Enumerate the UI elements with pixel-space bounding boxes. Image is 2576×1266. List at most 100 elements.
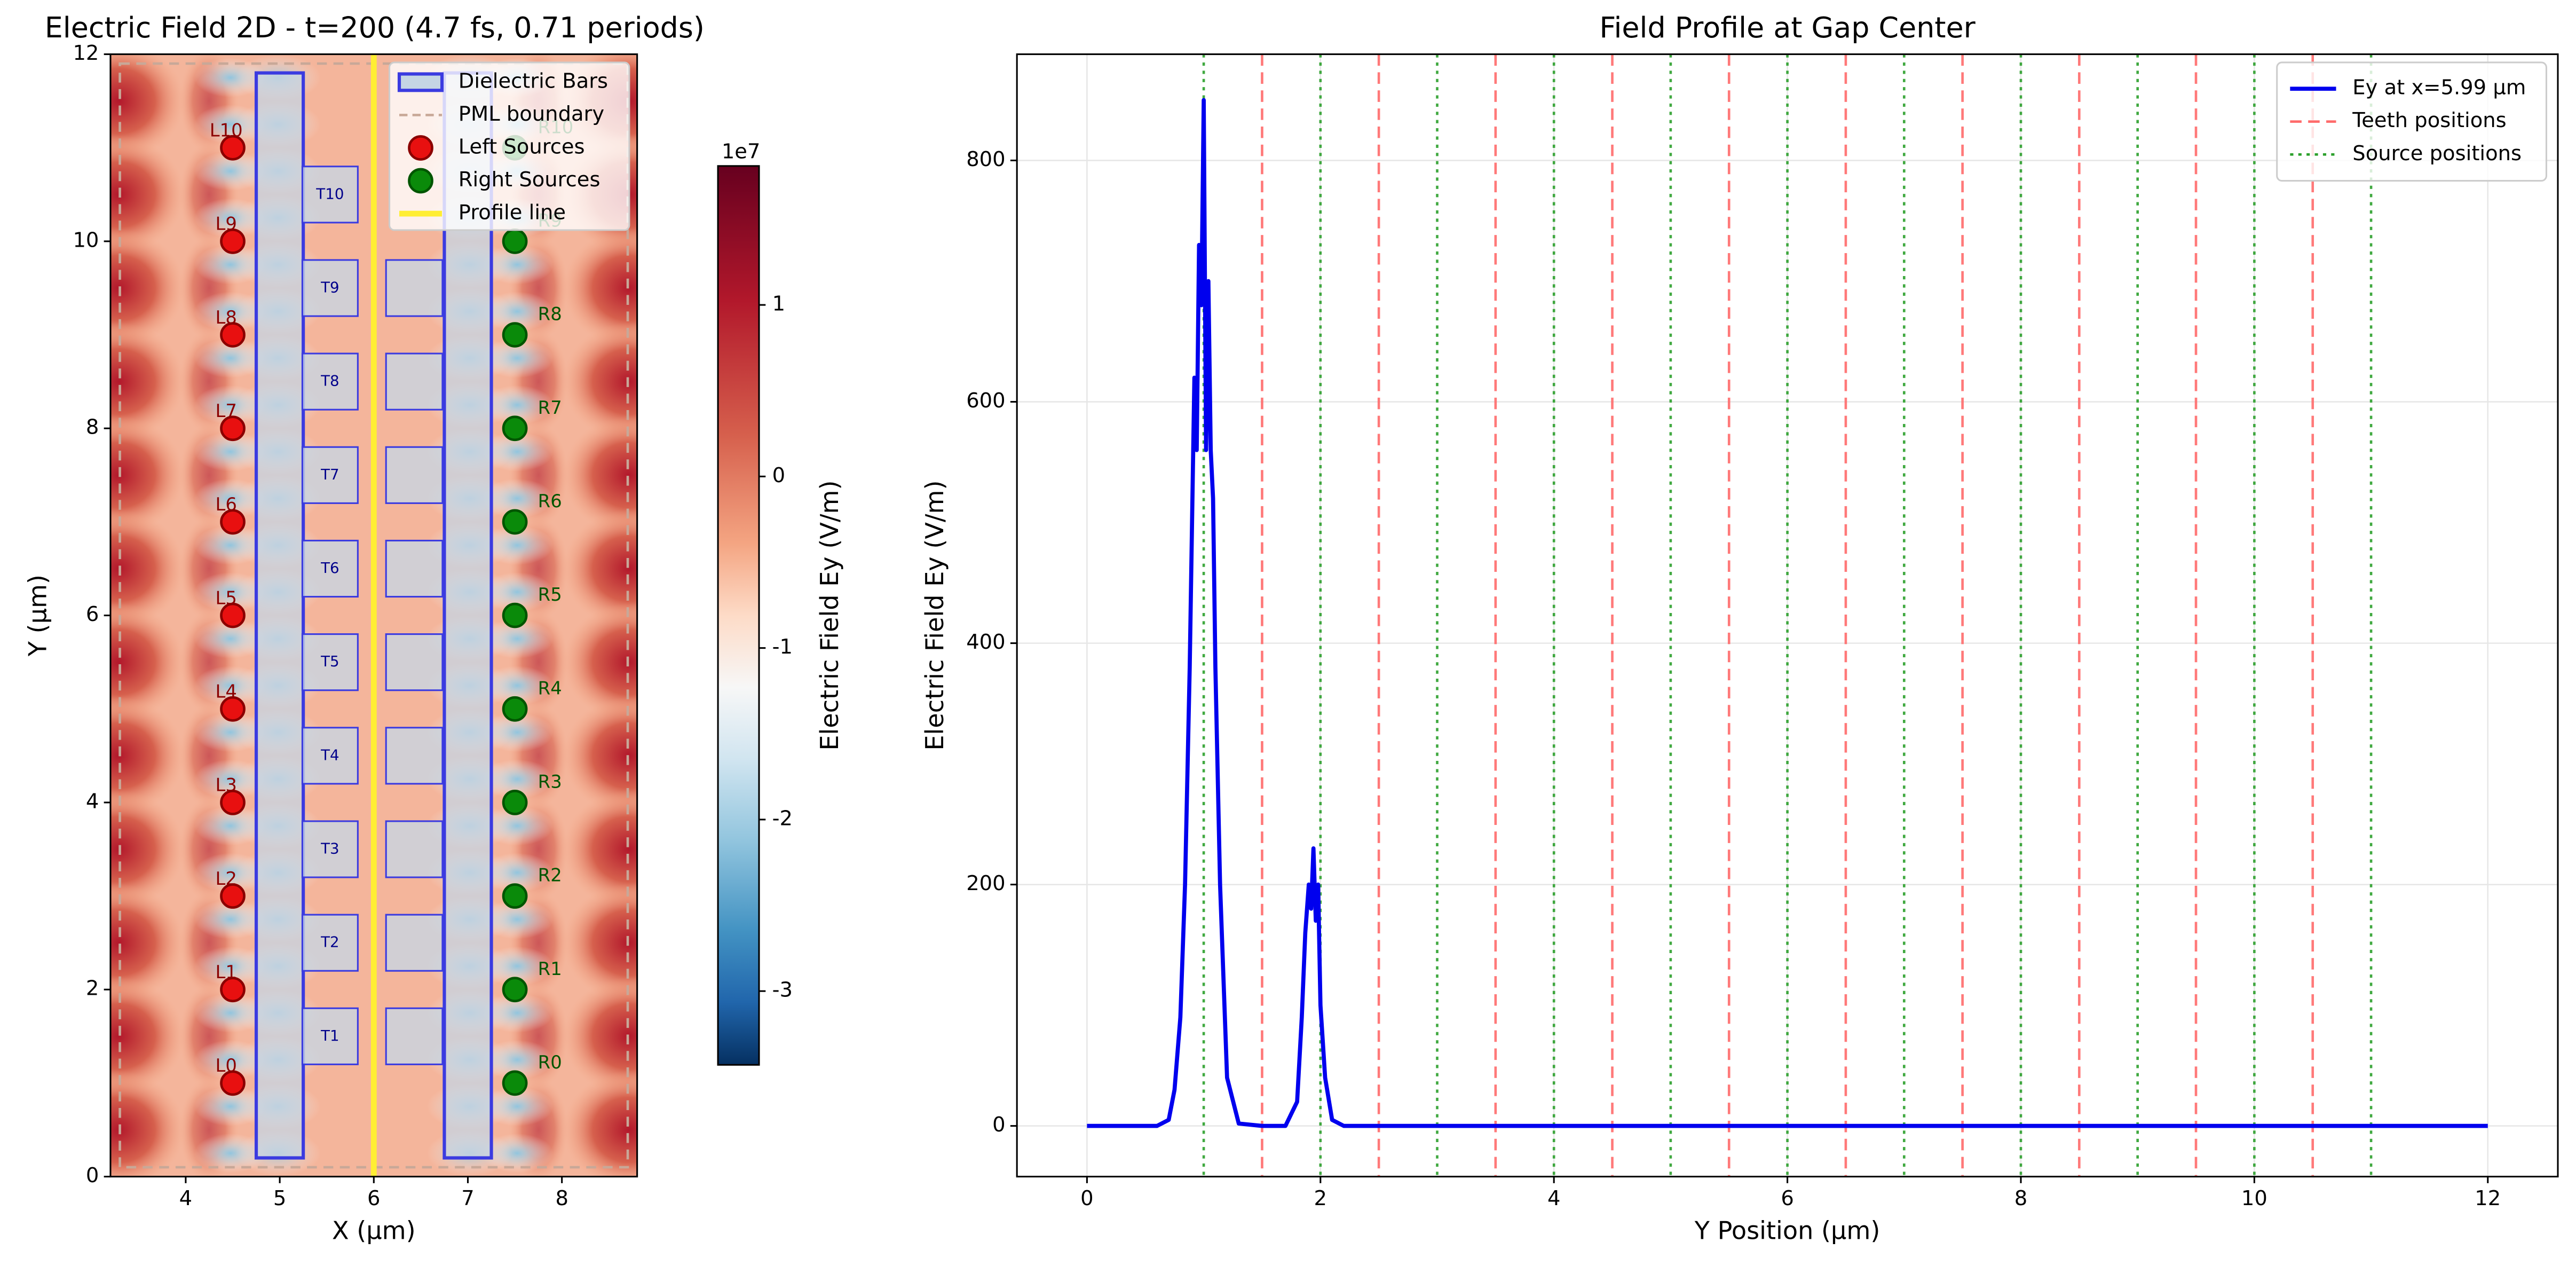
- source: [502, 977, 528, 1003]
- field-lobe: [110, 135, 185, 254]
- field-lobe: [110, 54, 185, 160]
- legend-label: Right Sources: [459, 168, 600, 192]
- y-tick-label: 4: [86, 789, 99, 813]
- chart-title: Electric Field 2D - t=200 (4.7 fs, 0.71 …: [45, 11, 705, 44]
- tooth: [301, 914, 359, 972]
- legend-label: Teeth positions: [2352, 108, 2506, 132]
- y-tick-label: 8: [86, 415, 99, 439]
- x-axis-label: Y Position (µm): [1694, 1216, 1880, 1245]
- source-label: R1: [538, 958, 562, 979]
- tooth: [301, 633, 359, 691]
- field-lobe: [110, 603, 185, 721]
- source-label: R0: [538, 1052, 562, 1073]
- field-lobe: [563, 790, 637, 909]
- source-label: R6: [538, 491, 562, 512]
- tooth: [301, 446, 359, 504]
- y-tick-label: 0: [992, 1113, 1005, 1137]
- source-label: R4: [538, 678, 562, 698]
- legend: Dielectric Bars PML boundary Left Sources R…: [389, 61, 630, 231]
- field-lobe: [110, 790, 185, 909]
- legend-label: PML boundary: [459, 102, 604, 126]
- source-label: R8: [538, 304, 562, 325]
- x-tick-label: 0: [1080, 1186, 1093, 1210]
- tooth-label: T9: [320, 278, 339, 296]
- tooth: [385, 820, 444, 878]
- source: [220, 135, 246, 161]
- x-tick-label: 8: [555, 1186, 568, 1210]
- source: [502, 229, 528, 254]
- source-label: R3: [538, 771, 562, 792]
- legend-swatch: [397, 72, 444, 92]
- tooth: [301, 727, 359, 785]
- field-lobe: [110, 977, 185, 1096]
- tooth-label: T3: [320, 839, 339, 857]
- tooth: [301, 166, 359, 224]
- tooth: [301, 259, 359, 317]
- x-tick-label: 12: [2475, 1186, 2501, 1210]
- y-tick-label: 10: [73, 228, 99, 252]
- legend-swatch: [408, 168, 433, 194]
- x-tick-label: 10: [2241, 1186, 2267, 1210]
- source-label: L3: [216, 775, 237, 796]
- source: [502, 696, 528, 722]
- colorbar-label: Electric Field Ey (V/m): [815, 480, 844, 750]
- source-label: L2: [216, 868, 237, 889]
- tooth: [301, 1007, 359, 1065]
- y-tick-label: 200: [966, 871, 1005, 895]
- colorbar: [717, 165, 760, 1066]
- x-tick-label: 6: [1781, 1186, 1793, 1210]
- colorbar-offset: 1e7: [722, 140, 761, 164]
- source: [220, 1070, 246, 1096]
- field-lobe: [563, 509, 637, 628]
- y-tick-label: 600: [966, 389, 1005, 413]
- y-tick-label: 6: [86, 602, 99, 626]
- field-lobe: [563, 696, 637, 815]
- y-axis-label: Y (µm): [23, 575, 52, 657]
- source-label: R5: [538, 584, 562, 605]
- x-tick-label: 8: [2014, 1186, 2027, 1210]
- source: [220, 322, 246, 348]
- tooth-label: T2: [320, 933, 339, 951]
- field-panel: T1 T2 T3 T4 T5 T6 T7 T8 T9 T10 L0 L1 L2 L3 L4 L5 L6 L7 L8 L…: [23, 11, 844, 1245]
- source-label: L7: [216, 400, 237, 421]
- source-label: L8: [216, 307, 237, 328]
- x-tick-label: 5: [273, 1186, 286, 1210]
- y-tick-label: 0: [86, 1163, 99, 1188]
- legend-label: Ey at x=5.99 µm: [2352, 76, 2526, 100]
- legend-swatch: [408, 135, 433, 161]
- legend-label: Source positions: [2352, 141, 2522, 166]
- dielectric-bar: [254, 71, 305, 1160]
- series-line: [1087, 98, 2488, 1128]
- tooth-label: T10: [315, 185, 344, 202]
- source-label: L1: [216, 962, 237, 982]
- colorbar-tick-label: 1: [772, 292, 785, 316]
- tooth: [301, 539, 359, 598]
- tooth-label: T5: [320, 652, 339, 670]
- field-lobe: [563, 603, 637, 721]
- legend: Ey at x=5.99 µm Teeth positions Source pos…: [2276, 61, 2547, 182]
- legend-label: Left Sources: [459, 135, 585, 159]
- tooth: [385, 352, 444, 411]
- tooth-label: T1: [320, 1027, 339, 1044]
- source: [502, 883, 528, 909]
- legend-label: Dielectric Bars: [459, 69, 608, 93]
- source: [502, 415, 528, 442]
- profile-panel: 0 2 4 6 8 10 12 0 200 400 600 800 Field Profile at G…: [920, 11, 2559, 1245]
- axes-frame: [1016, 53, 2559, 1178]
- tooth: [385, 446, 444, 504]
- x-tick-label: 4: [179, 1186, 192, 1210]
- legend-label: Profile line: [459, 201, 566, 225]
- source: [220, 415, 246, 442]
- tooth: [385, 539, 444, 598]
- colorbar-tick-label: 0: [772, 463, 785, 487]
- tooth: [385, 259, 444, 317]
- source: [220, 602, 246, 628]
- tooth-label: T4: [320, 746, 339, 764]
- tooth-label: T7: [320, 466, 339, 483]
- source: [502, 602, 528, 628]
- y-tick-label: 400: [966, 630, 1005, 654]
- source-label: L5: [216, 587, 237, 608]
- tooth: [301, 820, 359, 878]
- source: [220, 977, 246, 1003]
